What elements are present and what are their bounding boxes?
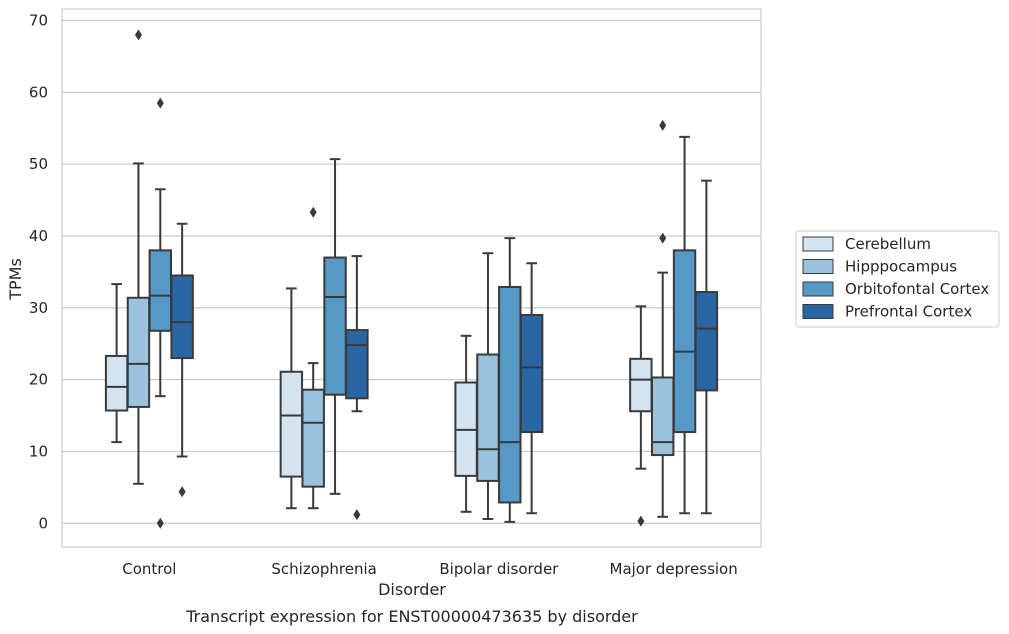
box-series	[104, 29, 719, 529]
iqr-box	[148, 249, 173, 332]
box-orbitofontal-cortex	[498, 237, 522, 523]
legend-swatch	[802, 236, 834, 252]
y-tick-label: 70	[29, 11, 48, 29]
iqr-box	[126, 296, 151, 408]
legend-label: Orbitofontal Cortex	[845, 280, 989, 298]
box-prefrontal-cortex	[345, 255, 369, 521]
iqr-box	[672, 249, 697, 434]
iqr-box	[104, 354, 129, 412]
outlier-point	[659, 232, 667, 244]
iqr-box	[345, 329, 369, 400]
legend-items: Cerebellum Hipppocampus Orbitofontal Corte…	[802, 235, 989, 321]
y-tick-label: 50	[29, 155, 48, 173]
box-hipppocampus	[301, 206, 325, 510]
legend-swatch	[802, 281, 834, 297]
y-tick-label: 40	[29, 227, 48, 245]
x-tick-labels: Control Schizophrenia Bipolar disorder Majo…	[122, 560, 737, 578]
box-hipppocampus	[476, 252, 500, 520]
y-tick-labels: 0 10 20 30 40 50 60 70	[29, 11, 48, 532]
legend-frame	[795, 230, 1000, 328]
x-tick-label: Major depression	[610, 560, 738, 578]
outlier-point	[659, 119, 667, 131]
legend: Cerebellum Hipppocampus Orbitofontal Corte…	[795, 230, 1000, 328]
box-prefrontal-cortex	[694, 179, 719, 515]
y-tick-label: 30	[29, 299, 48, 317]
outlier-point	[309, 206, 317, 218]
outlier-point	[156, 517, 164, 529]
box-prefrontal-cortex	[170, 222, 194, 498]
x-tick-label: Bipolar disorder	[439, 560, 559, 578]
iqr-box	[694, 291, 719, 392]
iqr-box	[279, 370, 304, 478]
iqr-box	[301, 388, 325, 488]
x-tick-label: Schizophrenia	[271, 560, 376, 578]
box-orbitofontal-cortex	[323, 158, 347, 495]
legend-label: Hipppocampus	[845, 258, 957, 276]
y-tick-label: 60	[29, 83, 48, 101]
outlier-point	[353, 509, 361, 521]
iqr-box	[170, 274, 194, 360]
box-orbitofontal-cortex	[672, 135, 697, 515]
iqr-box	[650, 376, 675, 457]
x-axis-title: Disorder	[378, 580, 446, 599]
y-axis-title: TPMs	[6, 258, 25, 301]
box-prefrontal-cortex	[519, 262, 544, 515]
box-orbitofontal-cortex	[148, 97, 173, 529]
legend-label: Prefrontal Cortex	[845, 303, 972, 321]
box-hipppocampus	[126, 29, 151, 485]
legend-swatch	[802, 259, 834, 274]
legend-swatch	[802, 304, 834, 319]
iqr-box	[629, 357, 653, 413]
box-hipppocampus	[650, 119, 675, 518]
outlier-point	[134, 29, 142, 41]
legend-label: Cerebellum	[845, 235, 931, 253]
box-cerebellum	[104, 283, 129, 444]
plot-area	[61, 8, 762, 548]
box-cerebellum	[629, 305, 653, 527]
y-tick-label: 20	[29, 371, 48, 389]
iqr-box	[498, 285, 522, 504]
y-tick-label: 10	[29, 442, 48, 460]
outlier-point	[637, 515, 645, 527]
box-cerebellum	[454, 334, 478, 513]
iqr-box	[476, 353, 500, 482]
iqr-box	[323, 256, 347, 396]
y-tick-label: 0	[38, 514, 48, 532]
outlier-point	[178, 486, 186, 498]
box-cerebellum	[279, 287, 304, 510]
iqr-box	[519, 313, 544, 434]
x-tick-label: Control	[122, 560, 176, 578]
chart-caption: Transcript expression for ENST0000047363…	[185, 607, 638, 626]
outlier-point	[156, 97, 164, 109]
